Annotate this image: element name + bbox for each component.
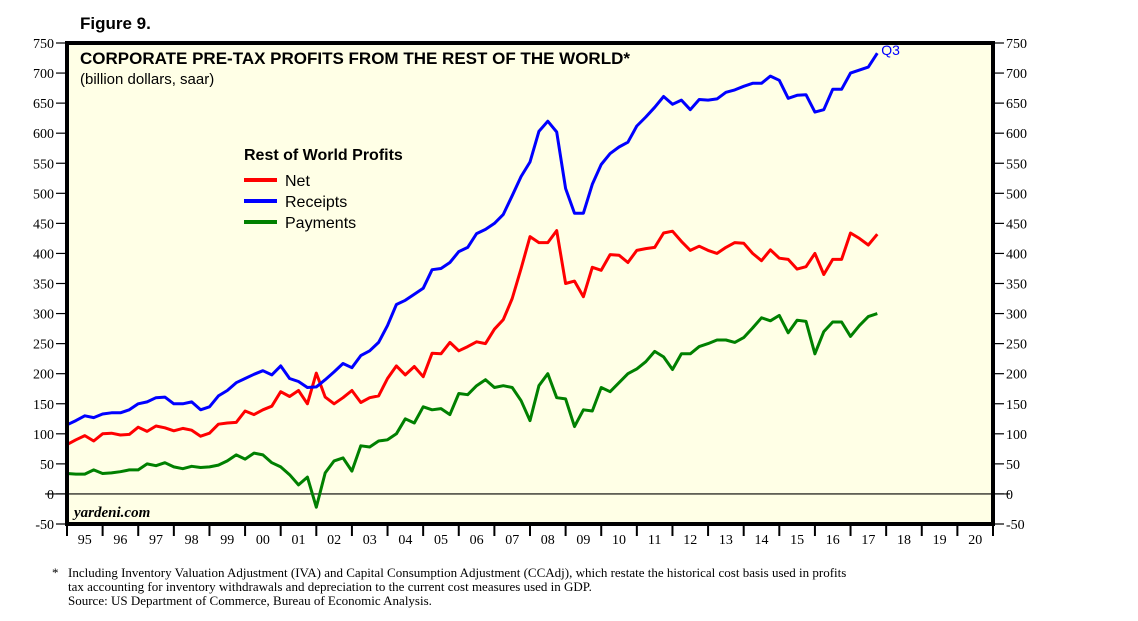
footnote-marker: *	[52, 565, 59, 580]
y-tick-label-left: 550	[33, 157, 54, 172]
y-tick-label-left: 750	[33, 37, 54, 52]
y-tick-label-right: 550	[1006, 157, 1027, 172]
x-tick-label: 03	[363, 533, 377, 548]
y-tick-label-right: 600	[1006, 127, 1027, 142]
y-tick-label-right: 300	[1006, 308, 1027, 323]
series-line-payments	[66, 312, 878, 509]
x-tick-label: 02	[327, 533, 341, 548]
x-tick-label: 04	[398, 533, 412, 548]
legend: Net Receipts Payments	[244, 173, 356, 232]
y-tick-label-left: 450	[33, 217, 54, 232]
y-tick-label-left: 600	[33, 127, 54, 142]
y-tick-label-right: 200	[1006, 368, 1027, 383]
y-tick-label-right: 650	[1006, 97, 1027, 112]
legend-title: Rest of World Profits	[244, 147, 403, 164]
x-axis: 95 96 97 98 99 00 01 02 03 04 05 06 07 08 09 10 11 12 13 14…	[66, 524, 994, 548]
y-tick-label-right: -50	[1006, 518, 1025, 533]
y-tick-label-right: 750	[1006, 37, 1027, 52]
x-tick-label: 07	[505, 533, 519, 548]
y-tick-label-right: 350	[1006, 278, 1027, 293]
y-tick-label-left: 700	[33, 67, 54, 82]
plot-frame	[65, 41, 995, 526]
legend-label-payments: Payments	[285, 215, 356, 232]
chart-subtitle: (billion dollars, saar)	[80, 71, 214, 88]
x-tick-label: 01	[292, 533, 306, 548]
y-tick-label-left: 500	[33, 187, 54, 202]
x-tick-label: 18	[897, 533, 911, 548]
x-tick-label: 16	[826, 533, 840, 548]
y-tick-label-right: 500	[1006, 187, 1027, 202]
y-tick-label-left: 400	[33, 247, 54, 262]
series-line-receipts	[66, 52, 879, 427]
x-tick-label: 96	[113, 533, 127, 548]
y-tick-label-right: 50	[1006, 458, 1020, 473]
x-tick-label: 08	[541, 533, 555, 548]
x-tick-label: 15	[790, 533, 804, 548]
y-axis-left: -50 0 50 100 150 200 250 300 350 400 450 500 550 600 6…	[33, 37, 67, 533]
x-tick-label: 00	[256, 533, 270, 548]
y-tick-label-right: 250	[1006, 338, 1027, 353]
x-tick-label: 17	[861, 533, 875, 548]
line-chart: -500501001502002503003504004505005506006…	[33, 37, 1027, 548]
x-tick-label: 95	[78, 533, 92, 548]
x-tick-label: 13	[719, 533, 733, 548]
series-layer	[66, 52, 879, 509]
x-tick-label: 06	[470, 533, 484, 548]
y-tick-label-right: 400	[1006, 247, 1027, 262]
x-tick-label: 97	[149, 533, 163, 548]
y-tick-label-right: 450	[1006, 217, 1027, 232]
y-tick-label-right: 0	[1006, 488, 1013, 503]
figure-label: Figure 9.	[80, 14, 151, 33]
x-tick-label: 98	[185, 533, 199, 548]
x-tick-label: 20	[968, 533, 982, 548]
footnote: * Including Inventory Valuation Adjustme…	[52, 566, 1012, 608]
chart-title: CORPORATE PRE-TAX PROFITS FROM THE REST …	[80, 49, 630, 68]
watermark: yardeni.com	[72, 505, 150, 521]
y-tick-label-left: -50	[35, 518, 54, 533]
footnote-line-1: Including Inventory Valuation Adjustment…	[68, 565, 847, 580]
x-tick-label: 09	[576, 533, 590, 548]
y-tick-label-right: 700	[1006, 67, 1027, 82]
y-tick-label-left: 300	[33, 308, 54, 323]
y-tick-label-left: 250	[33, 338, 54, 353]
footnote-line-2: tax accounting for inventory withdrawals…	[68, 579, 592, 594]
y-tick-label-left: 350	[33, 278, 54, 293]
y-tick-label-left: 650	[33, 97, 54, 112]
x-tick-label: 99	[220, 533, 234, 548]
y-tick-label-right: 150	[1006, 398, 1027, 413]
x-tick-label: 12	[683, 533, 697, 548]
y-axis-right: -50 0 50 100 150 200 250 300 350 400 450 500 550 600 6…	[993, 37, 1027, 533]
x-tick-label: 14	[755, 533, 769, 548]
series-line-net	[66, 229, 879, 446]
y-tick-label-right: 100	[1006, 428, 1027, 443]
x-tick-label: 19	[933, 533, 947, 548]
x-tick-label: 11	[648, 533, 661, 548]
footnote-line-3: Source: US Department of Commerce, Burea…	[68, 593, 432, 608]
y-tick-label-left: 100	[33, 428, 54, 443]
plot-background	[67, 43, 993, 524]
x-tick-label: 05	[434, 533, 448, 548]
legend-label-receipts: Receipts	[285, 194, 347, 211]
y-tick-label-left: 0	[47, 488, 54, 503]
y-tick-label-left: 200	[33, 368, 54, 383]
y-tick-label-left: 150	[33, 398, 54, 413]
x-tick-label: 10	[612, 533, 626, 548]
y-tick-label-left: 50	[40, 458, 54, 473]
legend-label-net: Net	[285, 173, 310, 190]
end-annotation: Q3	[881, 42, 900, 58]
